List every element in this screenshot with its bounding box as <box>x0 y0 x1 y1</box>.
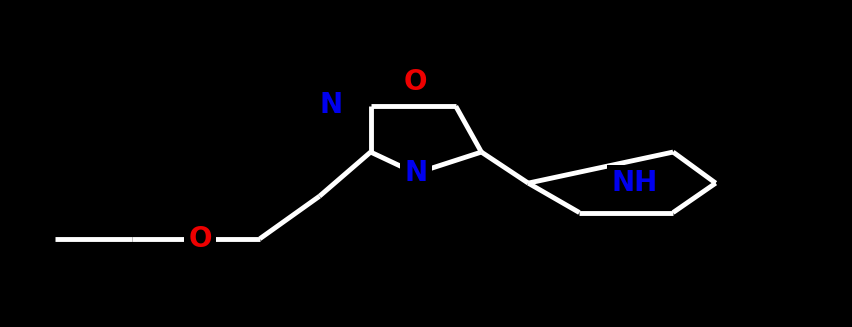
Text: N: N <box>319 91 343 119</box>
Text: N: N <box>404 159 428 187</box>
Text: NH: NH <box>612 169 658 197</box>
Text: O: O <box>188 225 212 253</box>
Text: O: O <box>404 68 428 96</box>
